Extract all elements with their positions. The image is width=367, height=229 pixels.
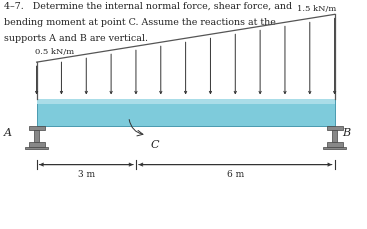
Bar bbox=[29, 142, 45, 147]
Bar bbox=[323, 147, 346, 149]
Text: supports A and B are vertical.: supports A and B are vertical. bbox=[4, 34, 148, 43]
Text: 6 m: 6 m bbox=[227, 170, 244, 179]
Text: 0.5 kN/m: 0.5 kN/m bbox=[35, 49, 74, 57]
Bar bbox=[37, 98, 335, 126]
Text: C: C bbox=[150, 139, 159, 150]
Text: 3 m: 3 m bbox=[78, 170, 95, 179]
Text: A: A bbox=[3, 128, 11, 138]
Bar bbox=[25, 147, 48, 149]
Bar bbox=[37, 98, 335, 104]
Bar bbox=[327, 126, 343, 130]
Text: B: B bbox=[342, 128, 350, 138]
Bar bbox=[29, 126, 45, 130]
Text: bending moment at point C. Assume the reactions at the: bending moment at point C. Assume the re… bbox=[4, 18, 276, 27]
Bar bbox=[333, 130, 337, 142]
Bar bbox=[327, 142, 343, 147]
Text: 1.5 kN/m: 1.5 kN/m bbox=[297, 5, 337, 13]
Text: 4–7.   Determine the internal normal force, shear force, and: 4–7. Determine the internal normal force… bbox=[4, 2, 292, 11]
Bar bbox=[34, 130, 39, 142]
